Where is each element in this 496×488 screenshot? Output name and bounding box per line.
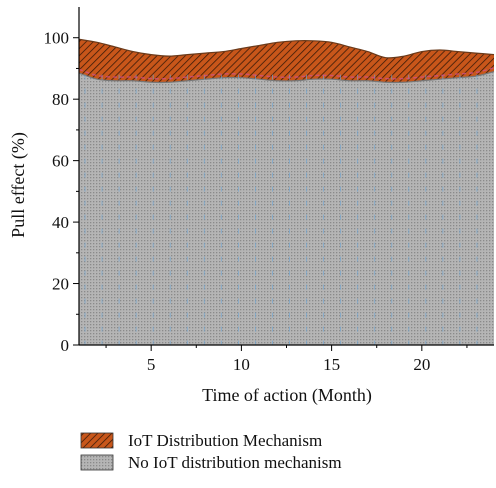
texture-lines (78, 67, 495, 345)
y-tick-label: 40 (52, 213, 69, 232)
x-tick-label: 5 (147, 355, 156, 374)
legend-label-1: IoT Distribution Mechanism (128, 431, 322, 450)
area-series-2 (79, 71, 494, 345)
legend-swatch-1 (80, 432, 114, 449)
x-tick-label: 15 (323, 355, 340, 374)
x-tick-label: 20 (413, 355, 430, 374)
plot-area (78, 38, 495, 345)
legend-label-2: No IoT distribution mechanism (128, 453, 342, 472)
series-line-2 (78, 70, 495, 84)
y-tick-label: 60 (52, 152, 69, 171)
legend: IoT Distribution Mechanism No IoT distrib… (80, 431, 342, 472)
legend-swatch-2 (80, 454, 114, 471)
x-tick-label: 10 (233, 355, 250, 374)
y-axis-title: Pull effect (%) (8, 132, 29, 238)
y-tick-label: 100 (44, 29, 70, 48)
axes: 0 20 40 60 80 100 5 10 15 20 (44, 7, 494, 374)
y-tick-label: 20 (52, 275, 69, 294)
series-line-1 (78, 38, 495, 59)
y-tick-label: 0 (61, 336, 70, 355)
texture-wave (78, 67, 495, 80)
y-tick-label: 80 (52, 90, 69, 109)
x-axis-title: Time of action (Month) (202, 385, 372, 406)
